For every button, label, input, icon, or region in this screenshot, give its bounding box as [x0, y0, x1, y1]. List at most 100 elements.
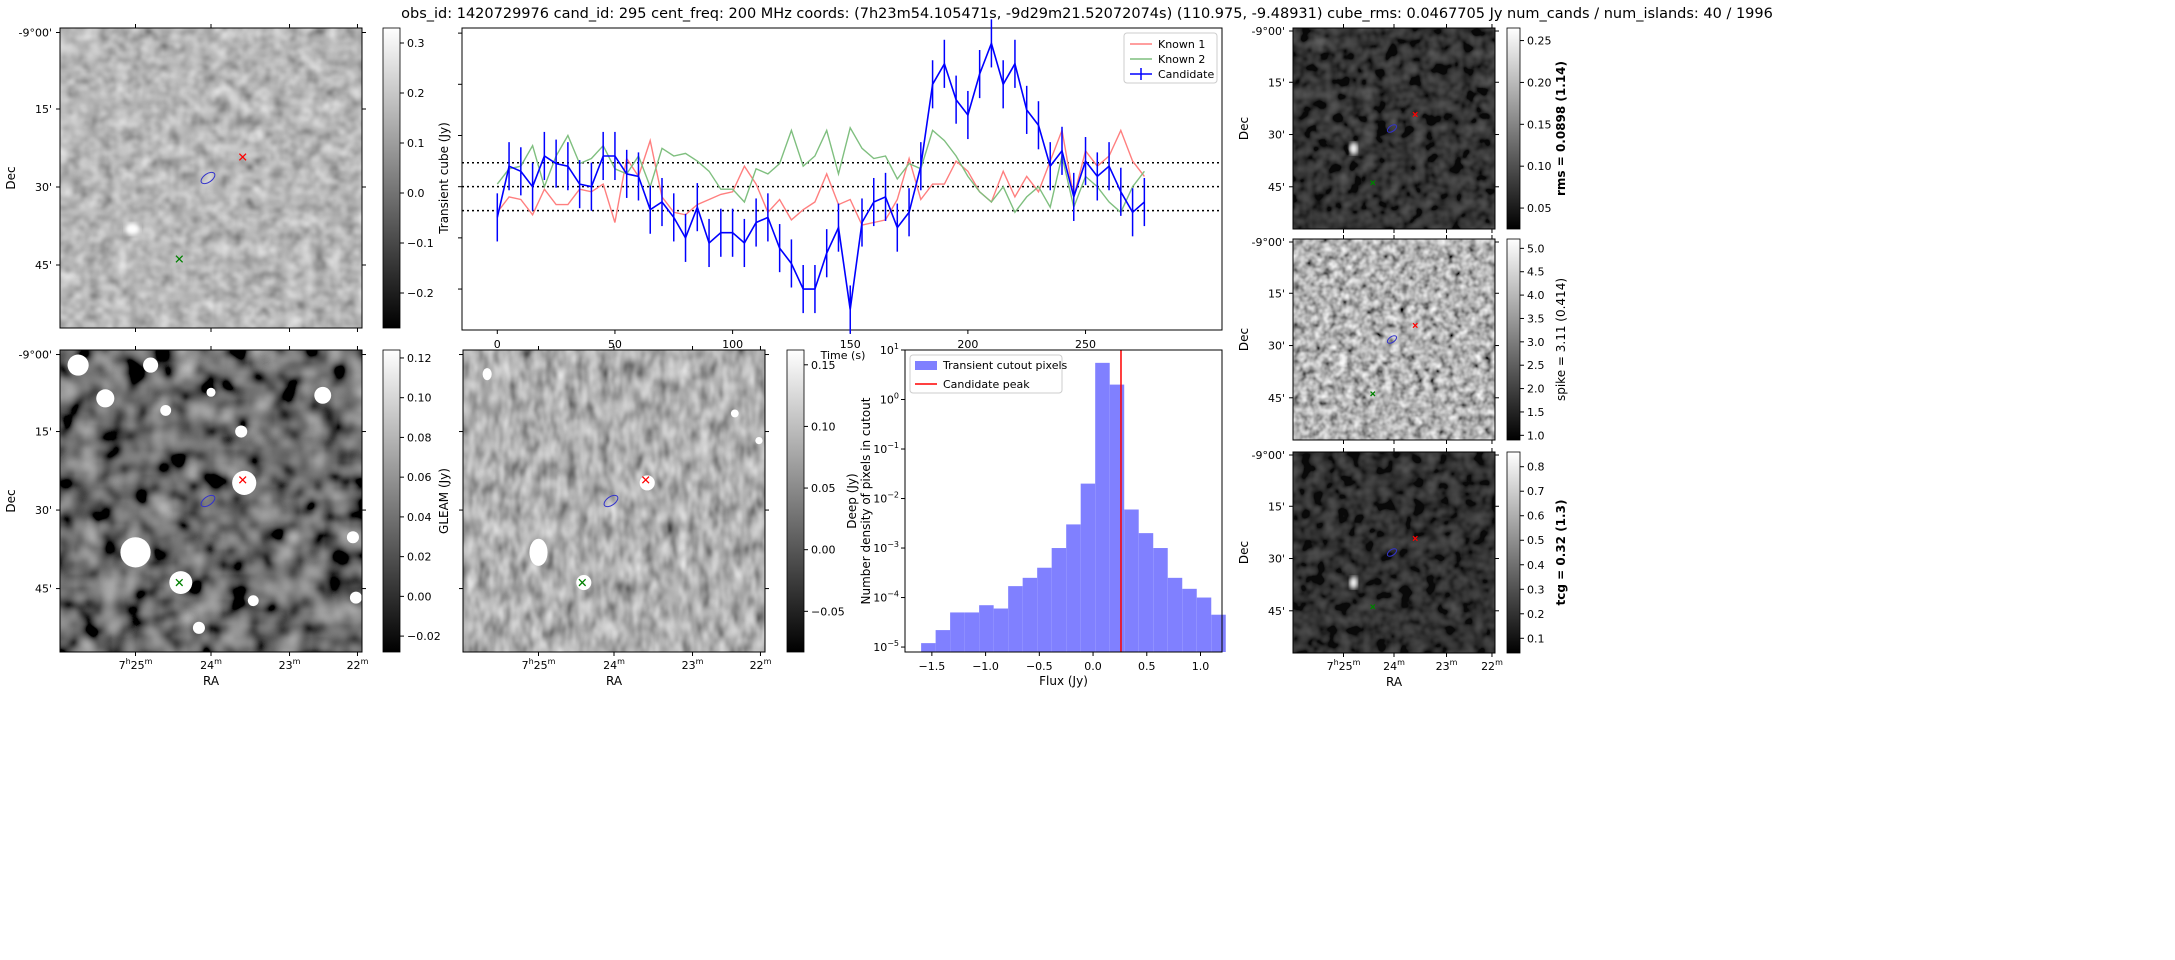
- ra-tick-label: 23m: [1436, 658, 1458, 673]
- colorbar-tick-label: 0.05: [811, 482, 836, 495]
- x-tick-label: 1.0: [1192, 660, 1210, 673]
- y-tick-label: 10−5: [873, 639, 899, 654]
- source-blob: [143, 357, 159, 373]
- colorbar-tick-label: 0.05: [1527, 202, 1552, 215]
- image-noise: [60, 28, 362, 328]
- colorbar-tick-label: 0.1: [407, 137, 425, 150]
- image-noise: [463, 350, 765, 652]
- dec-tick-label: 45': [35, 583, 52, 596]
- colorbar-tick-label: 0.3: [407, 37, 425, 50]
- tcg-colorbar: [1506, 451, 1521, 654]
- dec-tick-label: 45': [1268, 181, 1285, 194]
- colorbar-tick-label: −0.1: [407, 237, 434, 250]
- deep-image: [463, 350, 765, 652]
- known1-marker-icon: [238, 476, 247, 484]
- spike-colorbar: [1506, 238, 1521, 441]
- lightcurve-legend: Known 1 Known 2 Candidate: [1123, 32, 1218, 84]
- dec-axis-label: Dec: [4, 489, 18, 512]
- candidate-contour: [200, 171, 216, 185]
- histogram-bar: [993, 608, 1009, 652]
- colorbar-tick-label: 0.1: [1527, 632, 1545, 645]
- source-blob: [206, 387, 216, 397]
- dec-tick-label: 30': [1268, 340, 1285, 353]
- x-tick-label: 250: [1075, 338, 1096, 351]
- x-tick-label: −1.0: [972, 660, 999, 673]
- known1-marker-icon: [641, 476, 650, 484]
- colorbar-tick-label: 0.20: [1527, 76, 1552, 89]
- x-tick-label: 100: [722, 338, 743, 351]
- colorbar-tick-label: 2.5: [1527, 359, 1545, 372]
- candidate-contour: [1386, 548, 1398, 557]
- colorbar-tick-label: 0.3: [1527, 583, 1545, 596]
- histogram-bar: [1037, 567, 1052, 652]
- source-blob: [482, 368, 492, 381]
- figure-title: obs_id: 1420729976 cand_id: 295 cent_fre…: [401, 6, 1773, 22]
- colorbar-tick-label: 0.12: [407, 352, 432, 365]
- source-blob: [1349, 142, 1358, 155]
- source-blob: [232, 470, 257, 495]
- spike-image-panel: -9°00' 15' 30' 45' Dec 1.0 1.5 2.0 2.5 3.0 3.5 4.0 4…: [1237, 235, 1568, 444]
- rms-colorbar-label: rms = 0.0898 (1.14): [1554, 61, 1568, 196]
- source-blob: [120, 537, 151, 568]
- spike-image: [1293, 239, 1495, 440]
- colorbar-tick-label: −0.2: [407, 287, 434, 300]
- histogram-bar: [964, 612, 980, 652]
- colorbar-tick-label: 0.15: [1527, 118, 1552, 131]
- ra-tick-label: 22m: [1481, 658, 1503, 673]
- histogram-bar: [1196, 597, 1212, 652]
- candidate-contour: [1386, 124, 1398, 133]
- colorbar-tick-label: 0.2: [407, 87, 425, 100]
- known1-marker-icon: [1412, 322, 1418, 329]
- legend-box: [909, 354, 1063, 394]
- dec-tick-label: 15': [1268, 76, 1285, 89]
- ra-axis-label: RA: [606, 674, 623, 688]
- dec-tick-label: 45': [35, 259, 52, 272]
- source-blob: [576, 574, 592, 591]
- source-blob: [639, 475, 655, 491]
- source-blob: [124, 222, 141, 236]
- known1-marker-icon: [1412, 111, 1418, 118]
- dec-tick-label: 15': [1268, 287, 1285, 300]
- colorbar-tick-label: 1.5: [1527, 406, 1545, 419]
- ra-tick-label: 22m: [750, 657, 772, 672]
- tcg-image: [1293, 452, 1495, 653]
- known2-marker-icon: [175, 255, 184, 263]
- colorbar-tick-label: 0.7: [1527, 485, 1545, 498]
- y-tick-label: 10−1: [873, 441, 899, 456]
- x-tick-label: 0.0: [1084, 660, 1102, 673]
- colorbar-tick-label: 3.5: [1527, 312, 1545, 325]
- histogram-bar: [1066, 524, 1081, 652]
- colorbar-tick-label: 0.06: [407, 471, 432, 484]
- colorbar-tick-label: 5.0: [1527, 242, 1545, 255]
- y-tick-label: 10−4: [873, 590, 899, 605]
- dec-tick-label: -9°00': [19, 27, 53, 40]
- colorbar-tick-label: 0.02: [407, 551, 432, 564]
- deep-colorbar: [786, 349, 805, 653]
- legend-label: Candidate peak: [943, 378, 1030, 391]
- source-blob: [67, 354, 89, 376]
- colorbar-tick-label: 2.0: [1527, 383, 1545, 396]
- colorbar-tick-label: 4.0: [1527, 289, 1545, 302]
- colorbar-tick-label: −0.05: [811, 605, 845, 618]
- known1-marker-icon: [1412, 535, 1418, 542]
- dec-axis-label: Dec: [4, 166, 18, 189]
- source-blob: [1349, 576, 1358, 589]
- legend-label: Known 1: [1158, 38, 1205, 51]
- dec-tick-label: 30': [1268, 129, 1285, 142]
- y-axis-label: Number density of pixels in cutout: [859, 397, 873, 604]
- dec-tick-label: 45': [1268, 392, 1285, 405]
- dec-tick-label: 15': [35, 426, 52, 439]
- histogram-bar: [1211, 614, 1226, 652]
- histogram-bar: [1167, 577, 1183, 652]
- colorbar-tick-label: 0.15: [811, 359, 836, 372]
- x-tick-label: −0.5: [1026, 660, 1053, 673]
- image-noise: [1293, 239, 1495, 440]
- histogram-bar: [1022, 577, 1038, 652]
- dec-tick-label: 45': [1268, 605, 1285, 618]
- dec-axis-label: Dec: [1237, 328, 1251, 351]
- known2-marker-icon: [1370, 604, 1376, 610]
- ra-tick-label: 24m: [603, 657, 625, 672]
- known2-marker-icon: [1370, 180, 1376, 186]
- source-blob: [529, 538, 548, 566]
